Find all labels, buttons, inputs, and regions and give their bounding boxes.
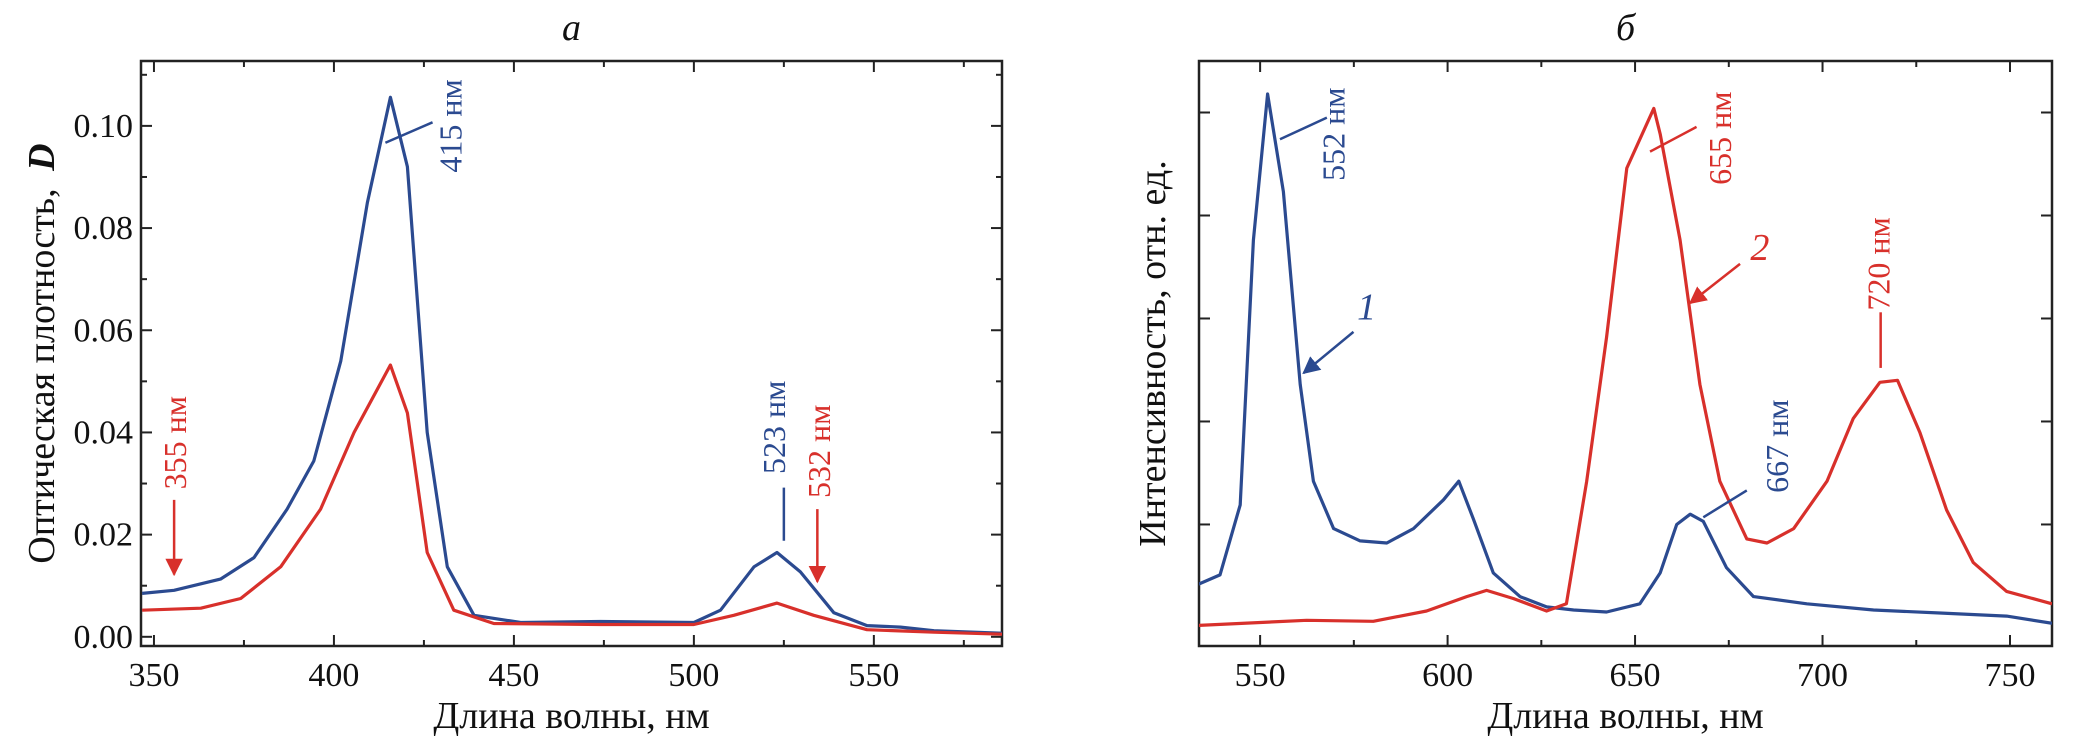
peak-label: 720 нм <box>1860 217 1896 310</box>
peak-label: 552 нм <box>1316 87 1352 180</box>
x-tick-label: 750 <box>1985 657 2036 694</box>
panel-b: б 550 600 650 700 750 Длина волны, нм Интенсивн… <box>1132 7 2054 737</box>
y-tick-label: 0.06 <box>74 312 134 349</box>
annotation-leader-line <box>384 121 434 144</box>
y-axis-label-text: Интенсивность, отн. ед. <box>1132 160 1174 546</box>
series-label-arrow <box>1302 330 1355 375</box>
plot-frame <box>1197 59 2054 648</box>
y-axis-label: Оптическая плотность, D <box>21 143 63 563</box>
x-axis-label: Длина волны, нм <box>433 695 709 737</box>
peak-label: 415 нм <box>433 79 469 172</box>
series-label-arrow <box>1688 262 1741 305</box>
annotation-leader-line <box>1649 125 1698 153</box>
x-tick-label: 400 <box>308 657 359 694</box>
y-tick-label: 0.10 <box>74 108 134 145</box>
series-line-blue <box>141 95 1002 635</box>
series-label: 2 <box>1750 227 1769 269</box>
series-line-red <box>142 363 1002 636</box>
x-tick-label: 350 <box>128 657 179 694</box>
y-axis-label-text: Оптическая плотность, <box>21 179 63 564</box>
series-line-red <box>1199 106 2052 627</box>
panel-title: а <box>562 7 581 49</box>
panel-a: а 350 400 450 500 550 0.00 0.02 0.04 0.06 0.08 0.10… <box>21 7 1004 737</box>
y-tick-label: 0.04 <box>74 414 134 451</box>
x-tick-label: 500 <box>668 657 719 694</box>
y-tick-label: 0.02 <box>74 517 134 554</box>
series-label: 1 <box>1357 287 1376 329</box>
x-tick-label: 550 <box>848 657 899 694</box>
peak-label: 523 нм <box>756 381 792 474</box>
x-axis-label: Длина волны, нм <box>1487 695 1763 737</box>
annotation-leader-line <box>1702 489 1748 519</box>
panel-title: б <box>1616 7 1637 49</box>
y-tick-label: 0.08 <box>74 210 134 247</box>
peak-label: 667 нм <box>1759 400 1795 493</box>
plot-frame <box>139 59 1004 648</box>
y-axis-symbol: D <box>21 143 63 171</box>
y-tick-label: 0.00 <box>74 619 134 656</box>
annotation-leader-line <box>1279 116 1328 141</box>
peak-label: 655 нм <box>1702 92 1738 185</box>
x-tick-label: 700 <box>1797 657 1848 694</box>
peak-label: 532 нм <box>801 405 837 498</box>
x-tick-label: 550 <box>1235 657 1286 694</box>
x-tick-label: 650 <box>1610 657 1661 694</box>
series-line-blue <box>1199 92 2052 625</box>
x-tick-label: 450 <box>488 657 539 694</box>
peak-label: 355 нм <box>157 396 193 489</box>
y-axis-label: Интенсивность, отн. ед. <box>1132 160 1174 546</box>
x-tick-label: 600 <box>1422 657 1473 694</box>
